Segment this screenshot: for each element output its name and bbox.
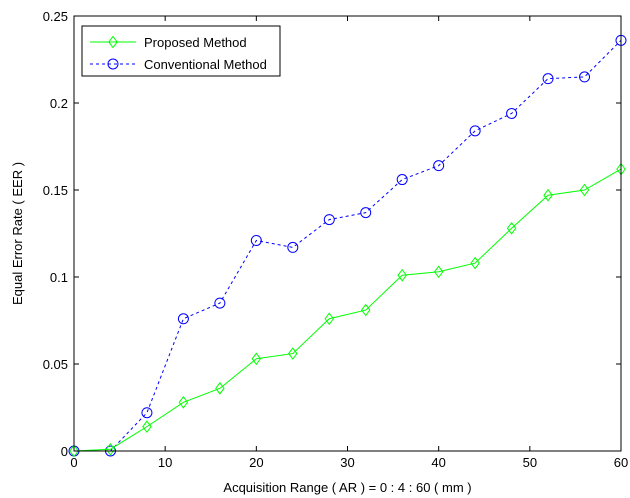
- plot-frame: [73, 15, 622, 452]
- x-tick-label: 10: [158, 455, 172, 470]
- data-point: [579, 183, 590, 197]
- data-point: [250, 234, 262, 246]
- y-tick-label: 0.2: [50, 96, 68, 111]
- legend-label: Proposed Method: [144, 35, 247, 50]
- x-tick-label: 20: [249, 455, 263, 470]
- data-point: [324, 312, 335, 326]
- data-point: [178, 395, 189, 409]
- legend-marker: [107, 58, 119, 70]
- series-line: [73, 168, 622, 452]
- x-tick-label: 60: [614, 455, 628, 470]
- legend-items: Proposed Method Conventional Method: [90, 35, 267, 72]
- x-tick-label: 30: [340, 455, 354, 470]
- data-point: [214, 297, 226, 309]
- data-point: [396, 174, 408, 186]
- data-point: [543, 188, 553, 202]
- legend-item: Proposed Method: [90, 35, 247, 50]
- series-proposed-method: [69, 162, 626, 458]
- x-tick-label: 50: [523, 455, 537, 470]
- data-point: [360, 303, 371, 317]
- data-point: [69, 444, 79, 458]
- data-point: [288, 347, 298, 360]
- legend-label: Conventional Method: [144, 57, 267, 72]
- data-point: [141, 407, 153, 419]
- y-tick-label: 0.15: [43, 183, 68, 198]
- legend-box: [81, 25, 281, 77]
- plot-area: [74, 16, 621, 451]
- data-point: [360, 207, 372, 219]
- data-point: [506, 107, 518, 119]
- y-tick-label: 0.25: [43, 9, 68, 24]
- data-point: [579, 71, 591, 83]
- data-point: [323, 214, 335, 226]
- y-tick-label: 0.1: [50, 270, 68, 285]
- data-point: [542, 73, 554, 85]
- data-point: [397, 268, 407, 282]
- legend-item: Conventional Method: [90, 57, 267, 72]
- legend: Proposed Method Conventional Method: [81, 25, 281, 77]
- data-point: [470, 256, 480, 270]
- data-point: [287, 241, 299, 253]
- x-tick-label: 40: [431, 455, 445, 470]
- data-point: [142, 420, 152, 433]
- ticks-layer: 0 10 20 30 40 50 60 0 0.05 0.1 0.15 0.2 0.25: [43, 9, 629, 470]
- data-point: [433, 265, 444, 279]
- legend-marker: [108, 35, 118, 49]
- data-point: [506, 221, 517, 235]
- y-axis-label: Equal Error Rate ( EER ): [10, 162, 25, 305]
- y-tick-label: 0: [61, 444, 68, 459]
- y-tick-label: 0.05: [43, 357, 68, 372]
- data-point: [469, 125, 481, 137]
- data-point: [177, 313, 189, 325]
- data-point: [105, 442, 116, 456]
- data-point: [215, 382, 225, 395]
- data-point: [433, 160, 445, 172]
- series-line: [74, 40, 622, 452]
- data-point: [251, 352, 262, 366]
- x-tick-label: 0: [70, 455, 77, 470]
- x-axis-label: Acquisition Range ( AR ) = 0 : 4 : 60 ( …: [223, 480, 471, 495]
